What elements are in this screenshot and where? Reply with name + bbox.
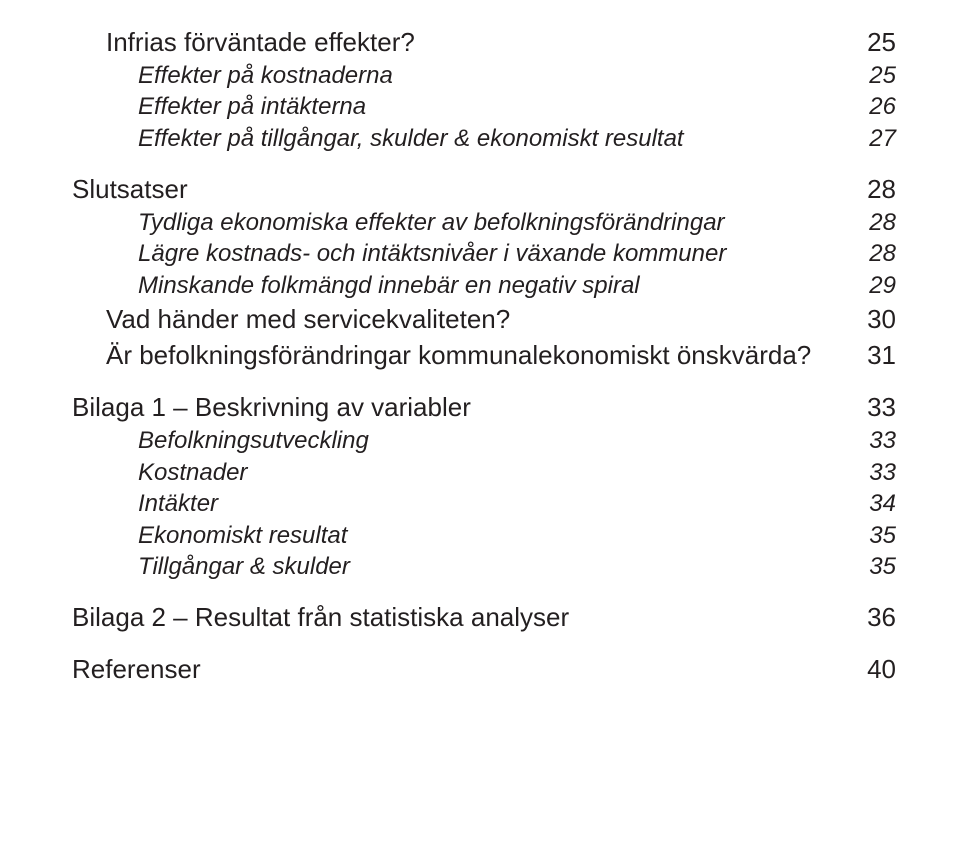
toc-entry-label: Infrias förväntade effekter? <box>106 28 415 58</box>
toc-entry-page: 33 <box>869 459 896 487</box>
toc-row: Tillgångar & skulder 35 <box>72 553 896 581</box>
toc-entry-label: Tillgångar & skulder <box>138 553 350 581</box>
toc-entry-page: 30 <box>867 305 896 335</box>
toc-entry-label: Tydliga ekonomiska effekter av befolknin… <box>138 209 725 237</box>
toc-row: Är befolkningsförändringar kommunalekono… <box>72 341 896 371</box>
toc-entry-page: 33 <box>869 427 896 455</box>
toc-entry-label: Referenser <box>72 655 201 685</box>
toc-entry-label: Bilaga 1 – Beskrivning av variabler <box>72 393 471 423</box>
toc-entry-page: 35 <box>869 553 896 581</box>
toc-entry-page: 26 <box>869 93 896 121</box>
toc-entry-page: 40 <box>867 655 896 685</box>
toc-entry-page: 25 <box>869 62 896 90</box>
toc-entry-label: Slutsatser <box>72 175 188 205</box>
toc-entry-page: 31 <box>867 341 896 371</box>
toc-row: Intäkter 34 <box>72 490 896 518</box>
toc-row: Infrias förväntade effekter? 25 <box>72 28 896 58</box>
toc-entry-page: 28 <box>869 209 896 237</box>
toc-row: Ekonomiskt resultat 35 <box>72 522 896 550</box>
toc-row: Minskande folkmängd innebär en negativ s… <box>72 272 896 300</box>
toc-row: Effekter på intäkterna 26 <box>72 93 896 121</box>
toc-row: Bilaga 1 – Beskrivning av variabler 33 <box>72 393 896 423</box>
toc-entry-label: Effekter på tillgångar, skulder & ekonom… <box>138 125 684 153</box>
toc-entry-page: 36 <box>867 603 896 633</box>
toc-entry-label: Är befolkningsförändringar kommunalekono… <box>106 341 811 371</box>
toc-row: Referenser 40 <box>72 655 896 685</box>
toc-entry-label: Effekter på kostnaderna <box>138 62 393 90</box>
toc-entry-label: Bilaga 2 – Resultat från statistiska ana… <box>72 603 569 633</box>
toc-entry-label: Minskande folkmängd innebär en negativ s… <box>138 272 640 300</box>
table-of-contents: Infrias förväntade effekter?25Effekter p… <box>0 0 960 713</box>
toc-row: Vad händer med servicekvaliteten? 30 <box>72 305 896 335</box>
toc-entry-label: Intäkter <box>138 490 218 518</box>
toc-entry-label: Kostnader <box>138 459 247 487</box>
toc-entry-page: 29 <box>869 272 896 300</box>
toc-entry-label: Effekter på intäkterna <box>138 93 366 121</box>
toc-entry-page: 27 <box>869 125 896 153</box>
toc-row: Effekter på kostnaderna 25 <box>72 62 896 90</box>
toc-row: Slutsatser 28 <box>72 175 896 205</box>
toc-row: Bilaga 2 – Resultat från statistiska ana… <box>72 603 896 633</box>
toc-entry-page: 28 <box>869 240 896 268</box>
toc-row: Effekter på tillgångar, skulder & ekonom… <box>72 125 896 153</box>
toc-row: Kostnader 33 <box>72 459 896 487</box>
toc-row: Lägre kostnads- och intäktsnivåer i växa… <box>72 240 896 268</box>
toc-entry-label: Lägre kostnads- och intäktsnivåer i växa… <box>138 240 726 268</box>
toc-row: Befolkningsutveckling 33 <box>72 427 896 455</box>
toc-entry-label: Ekonomiskt resultat <box>138 522 347 550</box>
toc-entry-page: 33 <box>867 393 896 423</box>
toc-entry-page: 34 <box>869 490 896 518</box>
toc-entry-page: 35 <box>869 522 896 550</box>
toc-entry-label: Vad händer med servicekvaliteten? <box>106 305 510 335</box>
toc-entry-label: Befolkningsutveckling <box>138 427 369 455</box>
toc-row: Tydliga ekonomiska effekter av befolknin… <box>72 209 896 237</box>
toc-entry-page: 25 <box>867 28 896 58</box>
toc-entry-page: 28 <box>867 175 896 205</box>
